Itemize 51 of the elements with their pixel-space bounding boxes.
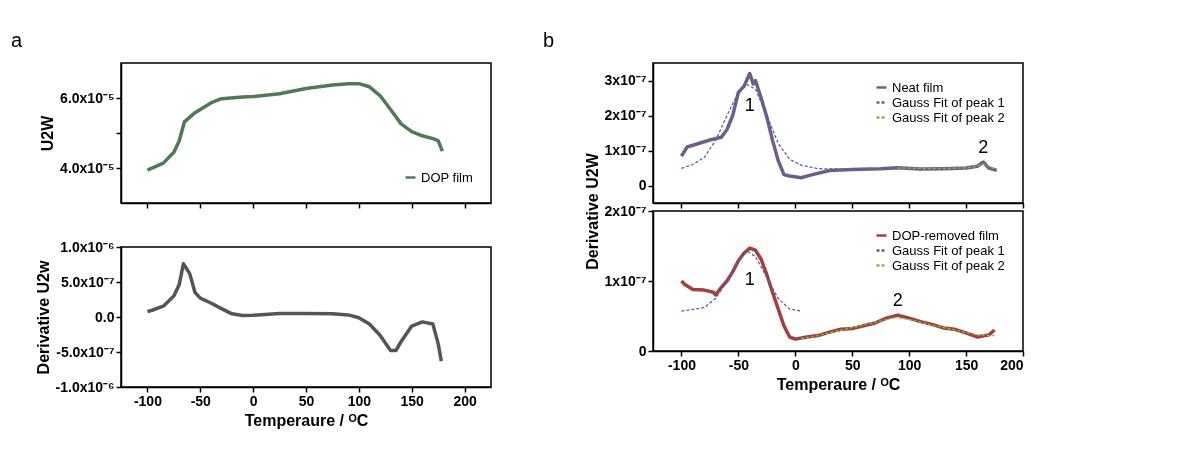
y-tick-label: 2x10⁻⁷ — [604, 107, 647, 123]
y-tick-label: 4.0x10⁻⁵ — [60, 159, 115, 176]
text: a — [11, 29, 23, 51]
y-tick-label: 1x10⁻⁷ — [604, 142, 647, 158]
legend-label: Gauss Fit of peak 1 — [892, 94, 1005, 110]
legend-label: Neat film — [892, 79, 944, 95]
x-tick-label: -50 — [728, 356, 750, 373]
text: b — [543, 29, 555, 51]
y-axis-title: Derivative U2w — [34, 260, 52, 375]
x-tick-label: 100 — [347, 392, 372, 409]
x-tick-label: -100 — [133, 392, 163, 409]
legend-label: Gauss Fit of peak 2 — [892, 109, 1005, 125]
line-series — [800, 316, 996, 340]
legend-label: DOP-removed film — [892, 227, 999, 243]
x-tick-label: 150 — [400, 392, 425, 409]
x-tick-label: -100 — [667, 356, 697, 373]
x-axis-title: Temperaure / ᴼC — [244, 411, 369, 429]
legend-label: Gauss Fit of peak 2 — [892, 257, 1005, 273]
y-tick-label: -1.0x10⁻⁶ — [55, 378, 115, 395]
line-series — [680, 84, 865, 171]
annotation: 1 — [744, 94, 755, 115]
y-tick-label: 0.0 — [95, 308, 115, 325]
x-tick-label: 0 — [249, 392, 258, 409]
y-axis-title: Derivative U2W — [583, 152, 601, 270]
y-tick-label: 5.0x10⁻⁷ — [60, 273, 115, 290]
x-tick-label: 0 — [791, 356, 800, 373]
y-tick-label: 6.0x10⁻⁵ — [60, 89, 115, 106]
y-tick-label: 0 — [638, 342, 647, 359]
x-tick-label: -50 — [190, 392, 212, 409]
y-tick-label: 0 — [638, 177, 647, 193]
y-tick-label: 3x10⁻⁷ — [604, 72, 647, 88]
annotation: 2 — [892, 290, 903, 311]
x-tick-label: 100 — [897, 356, 922, 373]
legend-label: Gauss Fit of peak 1 — [892, 242, 1005, 258]
line-series — [680, 250, 802, 312]
y-tick-label: 1x10⁻⁷ — [604, 272, 647, 289]
y-tick-label: 2x10⁻⁷ — [604, 202, 647, 219]
annotation: 1 — [744, 269, 755, 290]
x-axis-title: Temperaure / ᴼC — [776, 375, 901, 393]
line-series — [145, 262, 444, 363]
annotation: 2 — [978, 137, 989, 158]
line-series — [145, 81, 445, 172]
y-tick-label: 1.0x10⁻⁶ — [60, 238, 115, 255]
y-axis-title: U2W — [39, 114, 57, 152]
x-tick-label: 200 — [1000, 356, 1024, 373]
legend-label: DOP film — [421, 169, 473, 185]
x-tick-label: 50 — [844, 356, 861, 373]
x-tick-label: 200 — [453, 392, 477, 409]
x-tick-label: 50 — [298, 392, 315, 409]
y-tick-label: -5.0x10⁻⁷ — [56, 343, 115, 360]
x-tick-label: 150 — [954, 356, 979, 373]
